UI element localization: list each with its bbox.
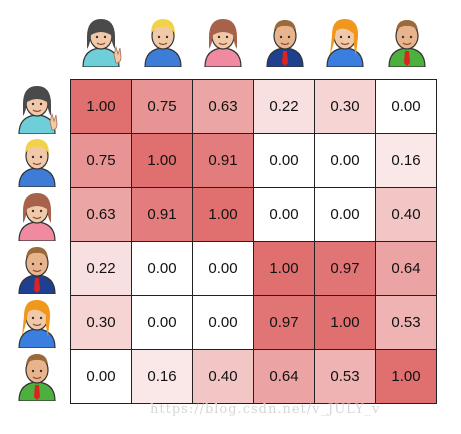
heatmap-row: 0.00 0.16 0.40 0.64 0.53 1.00 [70, 349, 437, 404]
similarity-heatmap: 1.00 0.75 0.63 0.22 0.30 0.00 0.75 1.00 0.91 0.00… [70, 79, 437, 404]
heatmap-cell: 0.00 [131, 295, 193, 350]
heatmap-cell: 0.97 [314, 241, 376, 296]
heatmap-cell: 0.00 [70, 349, 132, 404]
heatmap-cell: 1.00 [253, 241, 315, 296]
heatmap-cell: 0.53 [314, 349, 376, 404]
girl-dark-hair-icon [14, 82, 60, 134]
heatmap-row: 1.00 0.75 0.63 0.22 0.30 0.00 [70, 79, 437, 134]
man-suit-icon [14, 242, 60, 294]
heatmap-cell: 0.75 [131, 79, 193, 134]
heatmap-cell: 0.64 [253, 349, 315, 404]
heatmap-cell: 0.00 [314, 133, 376, 188]
heatmap-cell: 0.22 [253, 79, 315, 134]
heatmap-cell: 0.91 [131, 187, 193, 242]
heatmap-cell: 0.63 [192, 79, 254, 134]
heatmap-cell: 0.53 [375, 295, 437, 350]
heatmap-cell: 0.16 [375, 133, 437, 188]
girl-brown-hair-icon [200, 15, 246, 67]
heatmap-cell: 0.00 [375, 79, 437, 134]
heatmap-row: 0.22 0.00 0.00 1.00 0.97 0.64 [70, 241, 437, 296]
heatmap-cell: 0.64 [375, 241, 437, 296]
boy-blond-icon [140, 15, 186, 67]
heatmap-row: 0.75 1.00 0.91 0.00 0.00 0.16 [70, 133, 437, 188]
heatmap-cell: 0.00 [253, 187, 315, 242]
heatmap-cell: 0.00 [192, 241, 254, 296]
man-suit-icon [262, 15, 308, 67]
heatmap-cell: 0.75 [70, 133, 132, 188]
man-green-shirt-icon [14, 349, 60, 401]
heatmap-cell: 0.30 [314, 79, 376, 134]
heatmap-cell: 1.00 [192, 187, 254, 242]
girl-dark-hair-icon [78, 15, 124, 67]
woman-orange-hair-icon [14, 296, 60, 348]
heatmap-row: 0.30 0.00 0.00 0.97 1.00 0.53 [70, 295, 437, 350]
heatmap-cell: 0.00 [192, 295, 254, 350]
heatmap-cell: 0.40 [375, 187, 437, 242]
boy-blond-icon [14, 135, 60, 187]
heatmap-cell: 1.00 [70, 79, 132, 134]
heatmap-cell: 1.00 [375, 349, 437, 404]
heatmap-cell: 0.40 [192, 349, 254, 404]
man-green-shirt-icon [384, 15, 430, 67]
heatmap-cell: 0.00 [314, 187, 376, 242]
woman-orange-hair-icon [322, 15, 368, 67]
heatmap-cell: 0.91 [192, 133, 254, 188]
heatmap-cell: 1.00 [314, 295, 376, 350]
heatmap-cell: 0.00 [253, 133, 315, 188]
heatmap-cell: 0.00 [131, 241, 193, 296]
girl-brown-hair-icon [14, 189, 60, 241]
heatmap-cell: 0.22 [70, 241, 132, 296]
heatmap-cell: 0.63 [70, 187, 132, 242]
heatmap-cell: 0.97 [253, 295, 315, 350]
heatmap-row: 0.63 0.91 1.00 0.00 0.00 0.40 [70, 187, 437, 242]
heatmap-cell: 1.00 [131, 133, 193, 188]
heatmap-cell: 0.16 [131, 349, 193, 404]
watermark: https://blog.csdn.net/v_JULY_v [150, 402, 381, 417]
heatmap-cell: 0.30 [70, 295, 132, 350]
